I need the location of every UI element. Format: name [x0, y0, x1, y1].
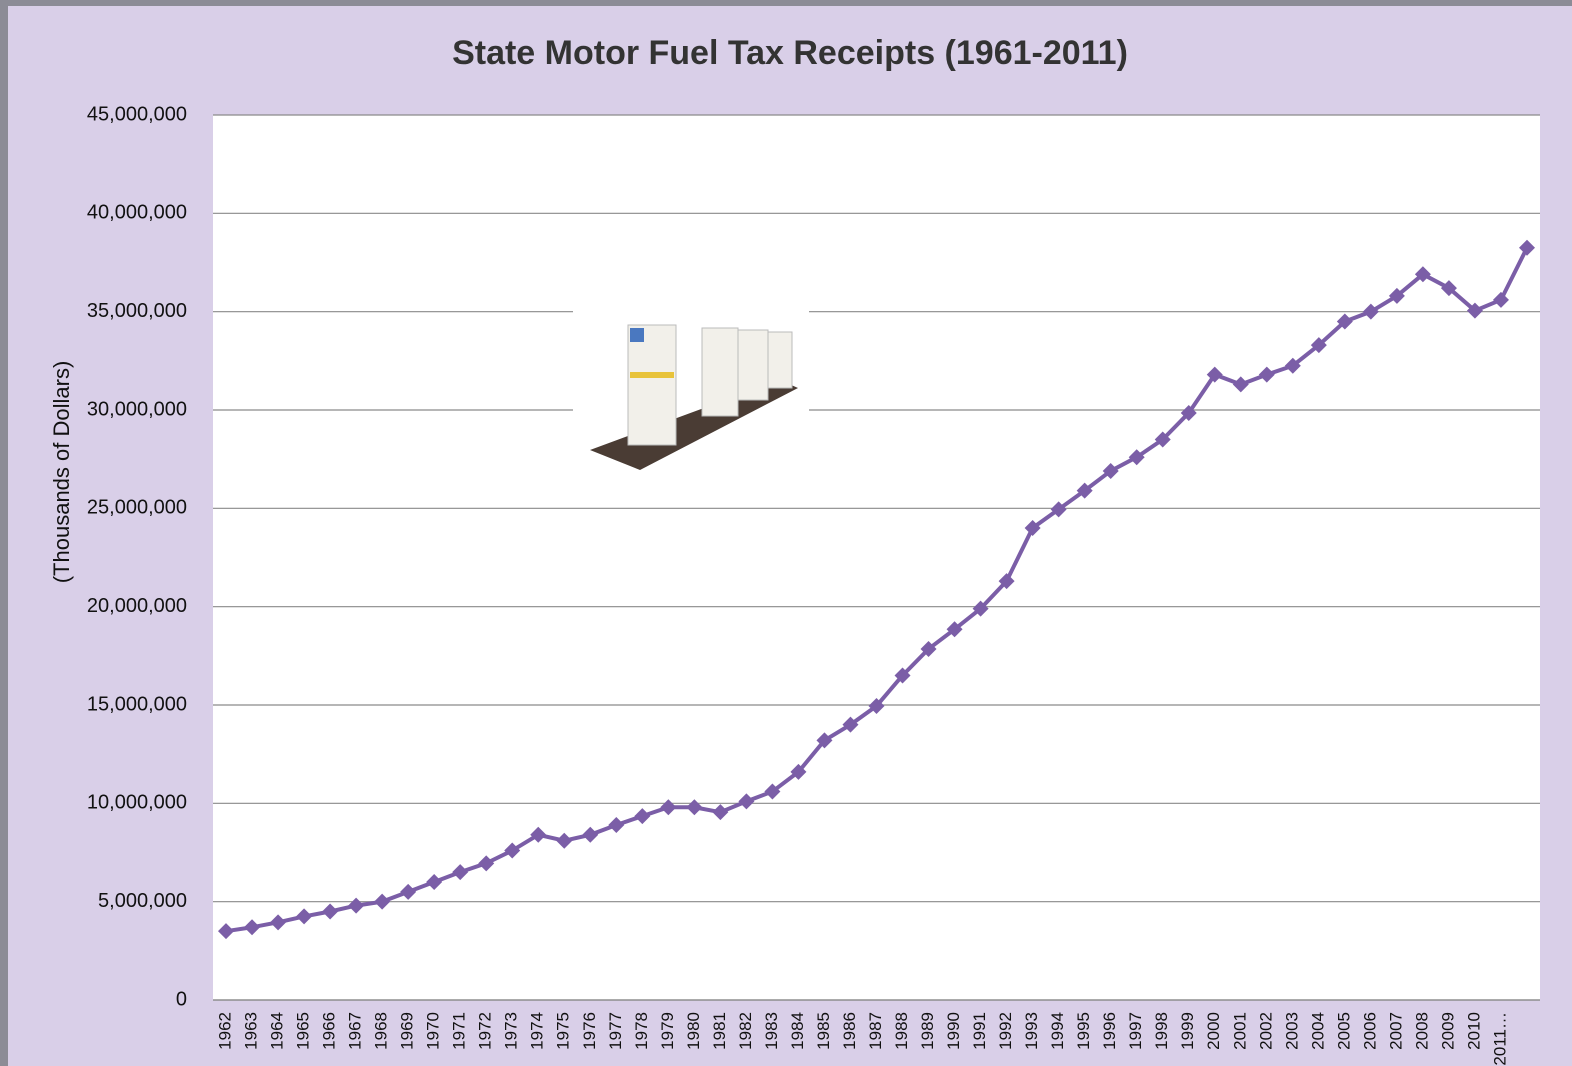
x-tick-label: 1987: [866, 1012, 885, 1050]
x-tick-label: 1965: [294, 1012, 313, 1050]
y-axis-label: (Thousands of Dollars): [49, 361, 74, 584]
x-tick-label: 1972: [476, 1012, 495, 1050]
x-tick-label: 1993: [1022, 1012, 1041, 1050]
y-tick-label: 30,000,000: [87, 398, 187, 420]
pump: [768, 332, 792, 388]
x-tick-label: 1962: [215, 1012, 234, 1050]
chart: State Motor Fuel Tax Receipts (1961-2011…: [0, 0, 1572, 1066]
x-tick-label: 1979: [658, 1012, 677, 1050]
y-tick-label: 10,000,000: [87, 792, 187, 814]
pump: [702, 328, 738, 416]
y-tick-label: 35,000,000: [87, 300, 187, 322]
x-tick-label: 2002: [1256, 1012, 1275, 1050]
x-tick-label: 1981: [710, 1012, 729, 1050]
plot-area: [213, 115, 1540, 1000]
x-tick-label: 2007: [1386, 1012, 1405, 1050]
x-tick-label: 1997: [1126, 1012, 1145, 1050]
x-tick-label: 2009: [1438, 1012, 1457, 1050]
x-tick-label: 1963: [242, 1012, 261, 1050]
x-tick-label: 2008: [1412, 1012, 1431, 1050]
y-tick-label: 15,000,000: [87, 693, 187, 715]
x-tick-label: 1974: [528, 1012, 547, 1050]
x-tick-label: 1992: [996, 1012, 1015, 1050]
x-tick-label: 1970: [424, 1012, 443, 1050]
x-tick-label: 1991: [970, 1012, 989, 1050]
x-tick-label: 1990: [944, 1012, 963, 1050]
x-tick-label: 1989: [918, 1012, 937, 1050]
y-tick-label: 0: [176, 988, 187, 1010]
x-tick-label: 1980: [684, 1012, 703, 1050]
x-tick-label: 2003: [1282, 1012, 1301, 1050]
x-tick-label: 2001: [1230, 1012, 1249, 1050]
x-tick-label: 1966: [320, 1012, 339, 1050]
x-tick-label: 1969: [398, 1012, 417, 1050]
x-tick-label: 1975: [554, 1012, 573, 1050]
page: State Motor Fuel Tax Receipts (1961-2011…: [0, 0, 1572, 1066]
x-tick-label: 1998: [1152, 1012, 1171, 1050]
x-tick-label: 2004: [1308, 1012, 1327, 1050]
x-tick-label: 1996: [1100, 1012, 1119, 1050]
x-tick-label: 1964: [268, 1012, 287, 1050]
x-tick-label: 2010: [1464, 1012, 1483, 1050]
y-tick-label: 40,000,000: [87, 202, 187, 224]
x-tick-label: 1988: [892, 1012, 911, 1050]
x-tick-label: 1986: [840, 1012, 859, 1050]
x-tick-label: 1968: [372, 1012, 391, 1050]
x-tick-label: 1999: [1178, 1012, 1197, 1050]
x-tick-label: 1994: [1048, 1012, 1067, 1050]
pump-stripe: [630, 372, 674, 378]
x-tick-label: 1983: [762, 1012, 781, 1050]
x-tick-label: 1967: [346, 1012, 365, 1050]
x-tick-label: 1977: [606, 1012, 625, 1050]
pump-display: [630, 328, 644, 342]
chart-title: State Motor Fuel Tax Receipts (1961-2011…: [452, 34, 1128, 72]
y-tick-label: 5,000,000: [98, 890, 187, 912]
x-tick-label: 2011…: [1490, 1012, 1509, 1066]
y-tick-label: 20,000,000: [87, 595, 187, 617]
y-tick-label: 25,000,000: [87, 497, 187, 519]
x-tick-label: 2005: [1334, 1012, 1353, 1050]
x-tick-label: 1978: [632, 1012, 651, 1050]
x-tick-label: 2006: [1360, 1012, 1379, 1050]
x-tick-label: 1984: [788, 1012, 807, 1050]
x-tick-label: 1973: [502, 1012, 521, 1050]
x-tick-label: 1985: [814, 1012, 833, 1050]
x-tick-label: 2000: [1204, 1012, 1223, 1050]
x-tick-label: 1976: [580, 1012, 599, 1050]
pump-illustration: [573, 300, 809, 480]
pump: [738, 330, 768, 400]
x-tick-label: 1995: [1074, 1012, 1093, 1050]
x-tick-label: 1982: [736, 1012, 755, 1050]
x-tick-label: 1971: [450, 1012, 469, 1050]
pump: [628, 325, 676, 445]
y-tick-label: 45,000,000: [87, 103, 187, 125]
